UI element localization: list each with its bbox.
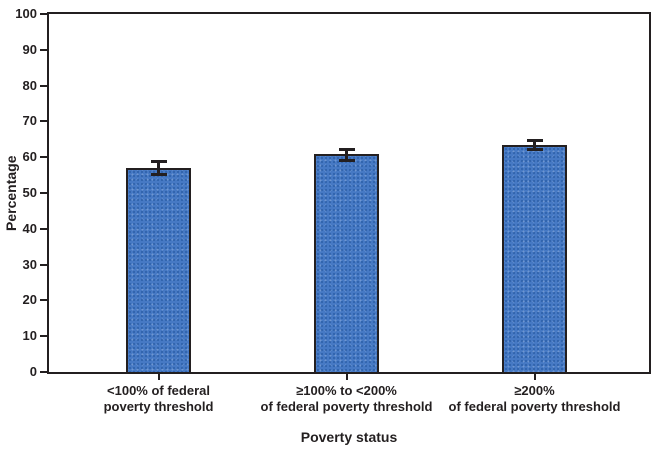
y-tick-mark [40, 192, 47, 194]
y-tick-label: 0 [29, 364, 37, 379]
y-tick-label: 40 [22, 220, 37, 236]
bar [502, 144, 567, 372]
x-tick-mark [157, 374, 160, 380]
y-tick-mark [40, 48, 47, 51]
y-tick-label: 100 [15, 6, 37, 21]
y-tick-label: 30 [22, 256, 37, 272]
x-category-label-line: of federal poverty threshold [448, 399, 621, 414]
y-tick-label: 80 [22, 77, 37, 93]
y-tick-label: 60 [22, 149, 37, 165]
y-tick-mark [40, 84, 47, 87]
x-tick-mark [345, 374, 348, 380]
error-bar-cap-top [338, 147, 355, 151]
error-bar-line [157, 160, 160, 175]
y-tick-mark [40, 120, 47, 123]
y-tick-mark [40, 371, 47, 373]
error-bar-cap-bottom [150, 172, 167, 176]
error-bar-cap-top [526, 139, 543, 143]
x-axis-title: Poverty status [300, 429, 398, 445]
y-tick-label: 70 [22, 113, 37, 129]
y-tick-label: 10 [22, 328, 37, 344]
bar [126, 167, 191, 372]
y-tick-mark [40, 299, 47, 302]
bar [314, 153, 379, 372]
y-tick-mark [40, 227, 47, 230]
y-tick-mark [40, 156, 47, 159]
x-category-label-line: poverty threshold [103, 399, 214, 414]
error-bar-cap-bottom [526, 148, 543, 152]
y-tick-mark [40, 13, 47, 15]
x-tick-mark [533, 374, 536, 380]
x-category-label: <100% of federal poverty threshold [39, 383, 279, 415]
y-tick-label: 20 [22, 292, 37, 308]
error-bar-line [533, 140, 536, 151]
y-tick-mark [40, 335, 47, 338]
error-bar-line [345, 148, 348, 162]
error-bar-cap-top [150, 159, 167, 163]
x-category-label-line: ≥200% [514, 383, 555, 398]
x-category-label-line: of federal poverty threshold [260, 399, 433, 414]
x-category-label: ≥200% of federal poverty threshold [415, 383, 655, 415]
x-category-label-line: <100% of federal [107, 383, 210, 398]
y-tick-label: 90 [22, 41, 37, 57]
y-tick-label: 50 [22, 185, 37, 200]
y-tick-mark [40, 263, 47, 266]
x-category-label-line: ≥100% to <200% [296, 383, 397, 398]
error-bar-cap-bottom [338, 159, 355, 163]
x-category-label: ≥100% to <200% of federal poverty thresho… [227, 383, 467, 415]
